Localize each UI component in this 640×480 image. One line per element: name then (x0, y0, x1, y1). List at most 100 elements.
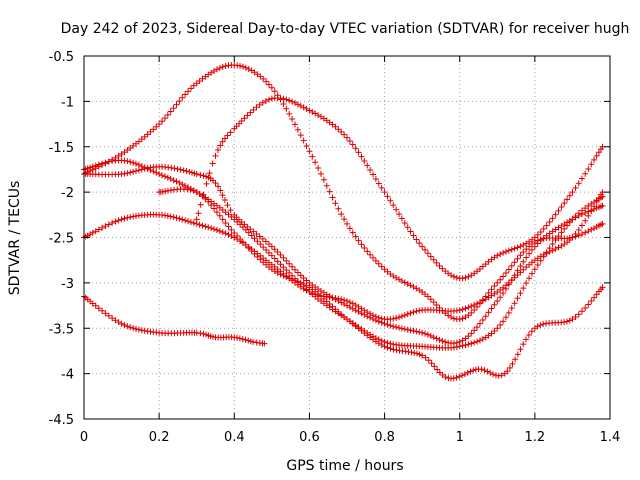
data-point (262, 238, 269, 245)
data-point (133, 325, 140, 332)
data-point (176, 179, 183, 186)
data-point (387, 197, 394, 204)
data-point (346, 137, 353, 144)
data-point (234, 334, 241, 341)
data-point (517, 290, 524, 297)
data-point (416, 351, 423, 358)
data-point (227, 207, 234, 214)
data-point (291, 266, 298, 273)
data-point (407, 310, 414, 317)
data-point (186, 168, 193, 175)
data-point (222, 220, 229, 227)
data-point (320, 176, 327, 183)
data-point (182, 91, 189, 98)
data-point (381, 343, 388, 350)
data-point (211, 226, 218, 233)
data-point (514, 272, 521, 279)
data-point (517, 269, 524, 276)
data-point (387, 345, 394, 352)
data-point (124, 170, 131, 177)
data-point (474, 338, 481, 345)
data-point (237, 62, 244, 69)
data-point (184, 186, 191, 193)
data-point (468, 309, 475, 316)
data-point (569, 234, 576, 241)
data-point (105, 158, 112, 165)
data-point (396, 211, 403, 218)
data-point (256, 101, 263, 108)
data-point (481, 367, 488, 374)
data-point (433, 259, 440, 266)
data-point (286, 97, 293, 104)
data-point (289, 98, 296, 105)
data-point (494, 325, 501, 332)
data-point (517, 252, 524, 259)
data-point (323, 182, 330, 189)
data-point (459, 315, 466, 322)
data-point (593, 198, 600, 205)
data-point (245, 245, 252, 252)
data-point (247, 109, 254, 116)
data-point (566, 317, 573, 324)
data-point (416, 240, 423, 247)
data-point (115, 217, 122, 224)
data-point (531, 243, 538, 250)
x-tick-label: 0.8 (374, 430, 395, 445)
data-point (102, 223, 109, 230)
data-point (448, 314, 455, 321)
data-point (209, 160, 216, 167)
data-point (277, 271, 284, 278)
data-point (561, 200, 568, 207)
data-point (427, 332, 434, 339)
data-point (479, 316, 486, 323)
data-point (164, 212, 171, 219)
data-point (187, 219, 194, 226)
data-point (241, 115, 248, 122)
data-point (508, 246, 515, 253)
data-point (236, 120, 243, 127)
data-point (396, 324, 403, 331)
data-point (213, 227, 220, 234)
data-point (424, 250, 431, 257)
data-point (248, 248, 255, 255)
data-point (135, 326, 142, 333)
series-layer (81, 62, 606, 382)
data-point (200, 172, 207, 179)
data-point (582, 205, 589, 212)
data-point (578, 231, 585, 238)
data-point (453, 374, 460, 381)
data-point (95, 226, 102, 233)
data-point (428, 360, 435, 367)
data-point (563, 318, 570, 325)
data-point (543, 250, 550, 257)
data-point (102, 159, 109, 166)
data-point (364, 162, 371, 169)
data-point (168, 164, 175, 171)
data-point (393, 206, 400, 213)
data-point (179, 181, 186, 188)
data-point (424, 331, 431, 338)
data-point (436, 369, 443, 376)
y-tick-label: -1.5 (49, 141, 74, 156)
data-point (297, 279, 304, 286)
data-point (291, 99, 298, 106)
data-point (221, 197, 228, 204)
data-point (221, 135, 228, 142)
data-point (260, 244, 267, 251)
data-point (176, 215, 183, 222)
data-point (215, 147, 222, 154)
data-point (453, 307, 460, 314)
data-point (242, 64, 249, 71)
data-point (396, 314, 403, 321)
data-point (283, 273, 290, 280)
data-point (534, 240, 541, 247)
x-tick-label: 0.2 (149, 430, 170, 445)
data-point (138, 163, 145, 170)
data-point (520, 241, 527, 248)
data-point (591, 225, 598, 232)
data-point (497, 251, 504, 258)
data-point (578, 222, 585, 229)
data-point (263, 246, 270, 253)
data-point (206, 170, 213, 177)
data-point (528, 270, 535, 277)
